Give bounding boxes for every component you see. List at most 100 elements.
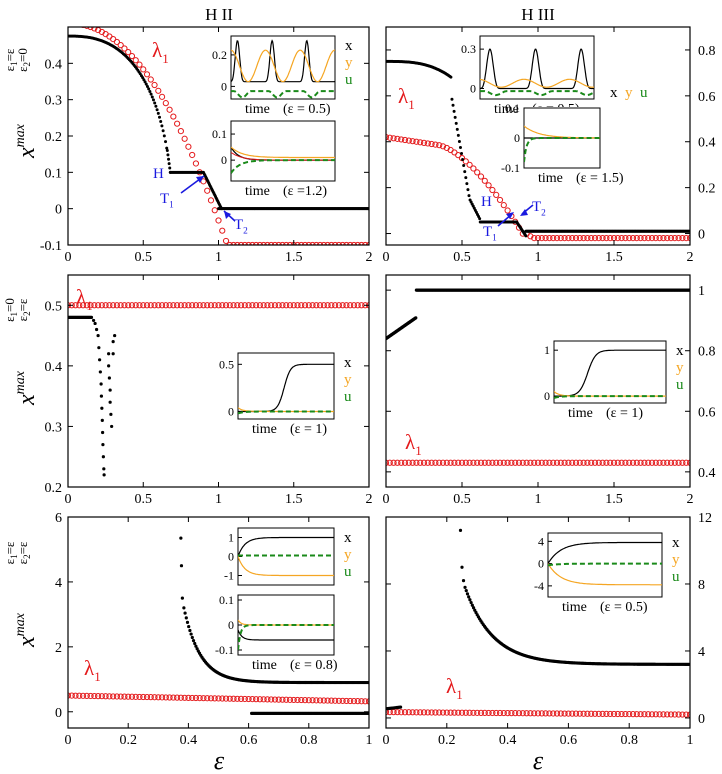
r1l-ins2-curves (231, 146, 335, 174)
r1r-ins2-curves (524, 125, 600, 163)
r1-right-lambda-point (531, 235, 538, 242)
r3r-ins-legend-x: x (672, 535, 680, 551)
r2-right-lambda-point (610, 459, 618, 466)
r3-right-lambda-point (572, 710, 580, 717)
r3-ylabel: xmax (13, 612, 40, 648)
r2-right-axes: 0 0.5 1 1.5 2 0.4 0.6 0.8 1 (383, 274, 716, 507)
r2-left-xtick-label: 1.5 (285, 492, 303, 507)
r2-right-lambda-point (572, 459, 580, 466)
r1-right-annot-t2: T2 (532, 199, 546, 219)
r3-left-xmax-point (190, 635, 194, 640)
r1-left-ytick-label: 0.3 (45, 94, 63, 109)
r2-left-xmax-point (102, 467, 106, 471)
r2-right-lambda-point (470, 459, 477, 466)
r3l-ins2-u (238, 624, 334, 651)
r1r-ins1-ytick-label: 0.3 (461, 42, 476, 56)
r3-right-ytick-label: 8 (698, 578, 705, 593)
r3-right-lambda-point (500, 709, 507, 717)
r1-left-xmax-point (158, 115, 162, 119)
r3-left-lambda-point (200, 695, 207, 702)
r1-right-lambda-point (485, 182, 492, 189)
r1l-ins2: 0 0.1 time (ε =1.2) (212, 120, 336, 199)
r2l-ins-u (238, 410, 334, 415)
r2-left-lambda-point (121, 302, 128, 309)
r3-right-lambda-point (386, 708, 390, 716)
r1-right-lambda-point (603, 235, 610, 242)
r1-left-arrowhead-t1 (196, 176, 204, 183)
r3-left-ytick-label: 6 (55, 511, 62, 526)
r2r-ins-legend-x: x (676, 343, 684, 359)
r1r-ins1-curves (480, 48, 594, 97)
r2-left-lambda-point (234, 302, 241, 309)
r3-right-xmax-point (463, 585, 467, 589)
r3-left-frame (67, 516, 370, 729)
xlabel-right: ε (533, 746, 544, 774)
r3-right-xmax-point (460, 565, 464, 569)
r3-left-lambda-point (72, 692, 79, 699)
r3-right-lambda-point (439, 709, 447, 716)
r1-right-ytick-label: 0.6 (698, 90, 716, 105)
r1l-ins1-legend-u: u (345, 72, 353, 88)
r3-right-lambda-point (656, 711, 663, 718)
r3r-ins-y (548, 563, 662, 586)
r3-left-lambda-point (211, 695, 218, 702)
r3-left-lambda-point (237, 695, 245, 702)
r1r-ins1-legend-x: x (610, 85, 618, 101)
row2-eps2-val: =ε (15, 298, 30, 311)
r3-left-lambda-point (324, 697, 331, 704)
r2-right-lambda-point (413, 459, 420, 466)
r1-left-lambda-point (143, 71, 151, 78)
r3-left-xmax-point (184, 616, 188, 620)
r2-left-lambda-point (230, 302, 237, 309)
row2-eps1-sym: ε (2, 316, 17, 322)
r1-right-lambda-point (588, 235, 595, 242)
r2-right-lambda-point (622, 459, 629, 466)
r3-left-lambda-point (253, 696, 260, 703)
r2-right-lambda-point (576, 459, 583, 466)
r2-left-ytick-label: 0.2 (45, 481, 63, 496)
r3-left-lambda-point (305, 697, 312, 704)
r1-left-lambda-point (136, 61, 143, 68)
r2-right-lambda-point (474, 459, 481, 466)
r3-right-lambda-point (629, 711, 637, 718)
r1-left-xmax-point (164, 140, 168, 144)
r3-left-lambda-point (83, 692, 90, 700)
r1l-ins2-y (231, 146, 335, 159)
r2-right-lambda-point (496, 459, 504, 466)
r3-left-xmax-point (185, 620, 190, 624)
r1-right-lambda-point (599, 235, 606, 242)
r2-left-xmax-point (111, 352, 115, 356)
r1-left-xmax-point (148, 89, 152, 93)
r3-right-lambda-point (569, 710, 576, 717)
r1-right-arrowhead-t1 (506, 212, 514, 219)
row3-eps1-sym: ε (2, 558, 17, 564)
r2-right-lambda-point (508, 459, 515, 466)
r3l-ins1: -1 0 1 xyu (224, 527, 352, 586)
r1r-ins1-ytick-label: 0 (470, 82, 476, 96)
r1l-ins1-legend-y: y (345, 55, 353, 71)
r2-right-lambda-point (671, 459, 678, 466)
r3-right-xmax-point (398, 705, 403, 709)
r1r-ins2-u (524, 137, 600, 163)
r3l-ins2: -0.1 0 0.1 time (ε = 0.8) (215, 593, 338, 673)
r1-right-lambda-point (527, 233, 534, 240)
r3-right-lambda-point (603, 710, 610, 718)
r3-right-lambda-point (580, 710, 587, 717)
r2-right-xtick-label: 1 (535, 492, 542, 507)
r2-right-lambda-point (588, 459, 595, 466)
r3-right-xmax-point (465, 592, 470, 596)
r2-left-xmax-point (101, 455, 105, 459)
r1r-ins1-xlabel: time (494, 102, 519, 117)
r3-right-lambda-point (648, 711, 656, 718)
r1-left-xmax-point (155, 108, 159, 112)
r2-right-xmax-point (414, 316, 418, 320)
r3l-ins1-curves (238, 536, 334, 577)
r3-right-lambda-point (394, 709, 401, 716)
row3-eps2-sym: ε (15, 558, 30, 564)
r3-left-lambda-point (121, 693, 128, 700)
r3-right-lambda-point (515, 710, 523, 717)
r3-right-lambda-point (561, 710, 568, 717)
r3-left-lambda-point (143, 693, 151, 701)
r3-left-lambda-point (162, 694, 169, 701)
